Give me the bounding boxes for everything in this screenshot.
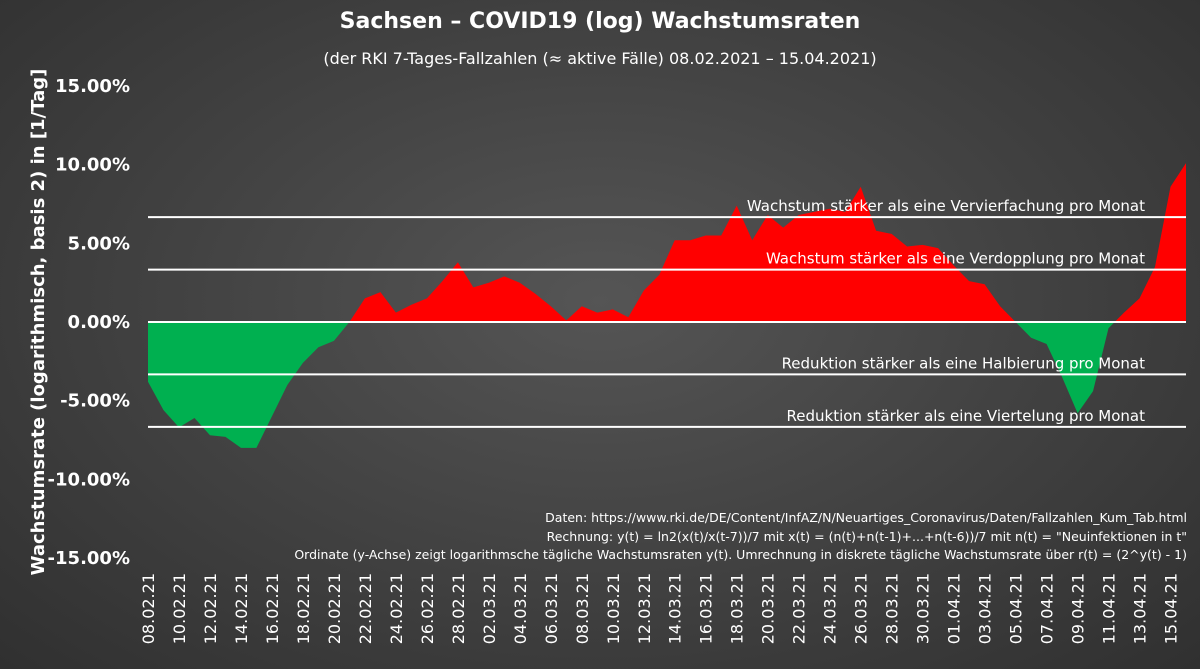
x-tick-label: 12.02.21 — [201, 573, 220, 644]
x-tick-label: 24.03.21 — [821, 573, 840, 644]
x-tick-label: 14.02.21 — [232, 573, 251, 644]
x-tick-label: 01.04.21 — [945, 573, 964, 644]
x-tick-label: 11.04.21 — [1100, 573, 1119, 644]
y-tick-label: 0.00% — [68, 312, 130, 333]
y-tick-label: -15.00% — [48, 548, 130, 569]
y-tick-label: -10.00% — [48, 469, 130, 490]
x-tick-label: 26.03.21 — [852, 573, 871, 644]
chart-title: Sachsen – COVID19 (log) Wachstumsraten — [340, 9, 861, 34]
reference-label-3: Reduktion stärker als eine Halbierung pr… — [782, 354, 1146, 372]
notes: Daten: https://www.rki.de/DE/Content/Inf… — [294, 510, 1187, 562]
growth-area-1 — [349, 186, 1016, 322]
reference-lines: Wachstum stärker als eine Vervierfachung… — [148, 197, 1186, 428]
footnote-2: Ordinate (y-Achse) zeigt logarithmsche t… — [294, 547, 1187, 562]
x-tick-label: 18.03.21 — [728, 573, 747, 644]
reference-label-1: Wachstum stärker als eine Verdopplung pr… — [766, 250, 1145, 268]
x-tick-label: 07.04.21 — [1038, 573, 1057, 644]
x-tick-label: 20.02.21 — [325, 573, 344, 644]
x-ticks: 08.02.21 10.02.21 12.02.21 14.02.21 16.02.21… — [139, 573, 1181, 644]
reduction-area-2 — [1015, 322, 1115, 414]
x-tick-label: 10.03.21 — [604, 573, 623, 644]
x-tick-label: 28.03.21 — [883, 573, 902, 644]
x-tick-label: 24.02.21 — [387, 573, 406, 644]
x-tick-label: 15.04.21 — [1162, 573, 1181, 644]
x-tick-label: 04.03.21 — [511, 573, 530, 644]
x-tick-label: 05.04.21 — [1007, 573, 1026, 644]
reduction-area-0 — [148, 322, 350, 448]
growth-area-3 — [1114, 163, 1186, 322]
x-tick-label: 16.03.21 — [697, 573, 716, 644]
x-tick-label: 26.02.21 — [418, 573, 437, 644]
x-tick-label: 16.02.21 — [263, 573, 282, 644]
x-tick-label: 12.03.21 — [635, 573, 654, 644]
x-tick-label: 28.02.21 — [449, 573, 468, 644]
x-tick-label: 06.03.21 — [542, 573, 561, 644]
x-tick-label: 03.04.21 — [976, 573, 995, 644]
chart-subtitle: (der RKI 7-Tages-Fallzahlen (≈ aktive Fä… — [323, 49, 876, 68]
y-axis-label: Wachstumsrate (logarithmisch, basis 2) i… — [28, 69, 49, 576]
x-tick-label: 10.02.21 — [170, 573, 189, 644]
y-tick-label: 15.00% — [55, 76, 130, 97]
y-tick-label: 5.00% — [68, 233, 130, 254]
x-tick-label: 08.03.21 — [573, 573, 592, 644]
x-tick-label: 30.03.21 — [914, 573, 933, 644]
x-tick-label: 20.03.21 — [759, 573, 778, 644]
y-tick-label: 10.00% — [55, 155, 130, 176]
x-tick-label: 22.03.21 — [790, 573, 809, 644]
footnote-1: Rechnung: y(t) = ln2(x(t)/x(t-7))/7 mit … — [547, 529, 1187, 544]
x-tick-label: 22.02.21 — [356, 573, 375, 644]
x-tick-label: 09.04.21 — [1069, 573, 1088, 644]
reference-label-0: Wachstum stärker als eine Vervierfachung… — [747, 197, 1145, 215]
x-tick-label: 02.03.21 — [480, 573, 499, 644]
area-layer — [148, 163, 1186, 448]
x-tick-label: 14.03.21 — [666, 573, 685, 644]
x-tick-label: 13.04.21 — [1131, 573, 1150, 644]
y-ticks: 15.00% 10.00% 5.00% 0.00% -5.00% -10.00% -15.0… — [48, 76, 130, 569]
y-tick-label: -5.00% — [60, 391, 130, 412]
footnote-0: Daten: https://www.rki.de/DE/Content/Inf… — [545, 510, 1187, 525]
reference-label-4: Reduktion stärker als eine Viertelung pr… — [787, 407, 1146, 425]
x-tick-label: 18.02.21 — [294, 573, 313, 644]
x-tick-label: 08.02.21 — [139, 573, 158, 644]
